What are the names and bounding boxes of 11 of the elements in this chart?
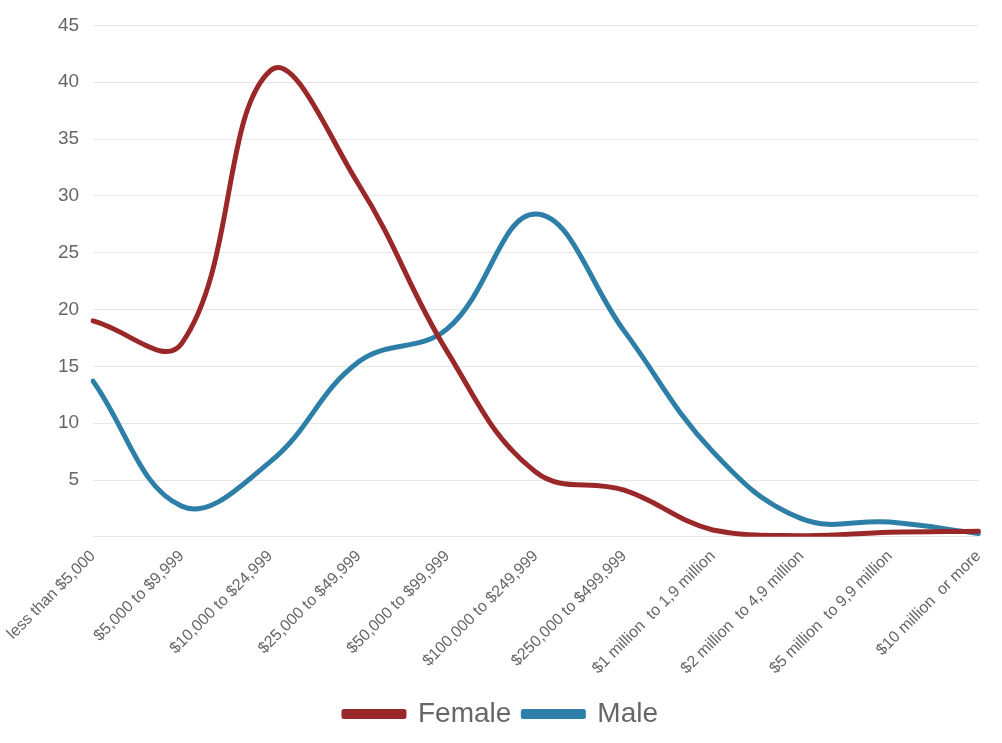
y-tick-label: 20 (57, 297, 80, 319)
legend-label: Female (417, 696, 512, 728)
y-tick-label: 25 (57, 240, 80, 262)
y-tick-label: 30 (57, 184, 80, 206)
y-tick-label: 40 (57, 70, 80, 92)
y-tick-label: 5 (68, 468, 80, 490)
y-tick-label: 15 (57, 354, 80, 376)
y-tick-label: 35 (57, 127, 80, 149)
legend-label: Male (597, 696, 659, 728)
y-tick-label: 10 (57, 411, 80, 433)
y-tick-label: 45 (57, 13, 80, 35)
